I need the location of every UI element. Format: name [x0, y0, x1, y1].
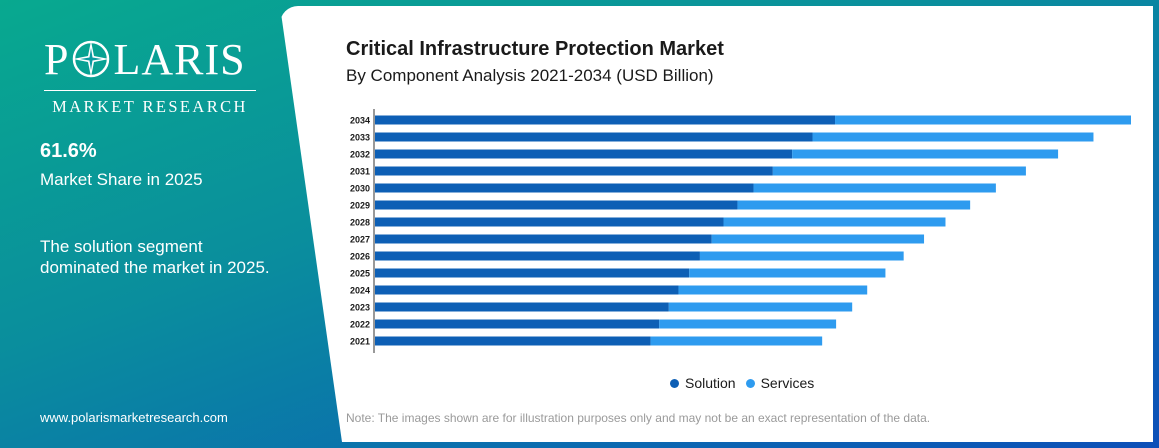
- y-tick-label: 2021: [350, 337, 370, 347]
- bar-services-2026: [699, 251, 904, 261]
- bar-services-2027: [711, 234, 925, 244]
- y-tick-label: 2023: [350, 303, 370, 313]
- y-tick-label: 2028: [350, 218, 370, 228]
- bar-solution-2027: [375, 234, 712, 244]
- bar-services-2032: [792, 149, 1059, 159]
- bar-services-2031: [772, 166, 1026, 176]
- bar-services-2025: [689, 268, 886, 278]
- y-tick-label: 2022: [350, 320, 370, 330]
- bar-services-2024: [678, 285, 868, 295]
- bar-solution-2026: [375, 251, 700, 261]
- bar-services-2022: [659, 319, 837, 329]
- logo-letter: P: [44, 34, 70, 84]
- chart-legend: Solution Services: [670, 375, 824, 391]
- y-tick-label: 2024: [350, 286, 370, 296]
- bar-solution-2024: [375, 285, 679, 295]
- legend-item-services: Services: [745, 375, 815, 391]
- bar-solution-2029: [375, 200, 738, 210]
- y-tick-label: 2033: [350, 133, 370, 143]
- chart-title: Critical Infrastructure Protection Marke…: [346, 38, 724, 60]
- y-tick-label: 2031: [350, 167, 370, 177]
- compass-star-icon: [73, 40, 110, 78]
- market-share-label: Market Share in 2025: [40, 170, 203, 189]
- chart-subtitle: By Component Analysis 2021-2034 (USD Bil…: [346, 66, 714, 85]
- logo-divider: [44, 90, 256, 91]
- bar-solution-2030: [375, 183, 754, 193]
- y-tick-label: 2034: [350, 116, 370, 126]
- legend-label-services: Services: [760, 375, 815, 391]
- y-tick-label: 2025: [350, 269, 370, 279]
- y-tick-label: 2027: [350, 235, 370, 245]
- legend-marker-services: [745, 378, 755, 388]
- company-logo: P LARIS MARKET RESEARCH: [44, 34, 259, 117]
- disclaimer-note: Note: The images shown are for illustrat…: [346, 411, 931, 425]
- bar-services-2021: [650, 336, 823, 346]
- bar-services-2034: [835, 115, 1131, 125]
- bar-services-2033: [812, 132, 1094, 142]
- segment-description: The solution segment dominated the marke…: [40, 237, 270, 277]
- bar-services-2028: [723, 217, 946, 227]
- market-share-value: 61.6%: [40, 140, 97, 162]
- y-tick-label: 2026: [350, 252, 370, 262]
- bar-solution-2025: [375, 268, 690, 278]
- bar-solution-2031: [375, 166, 773, 176]
- bar-solution-2021: [375, 336, 651, 346]
- bar-services-2023: [668, 302, 853, 312]
- legend-label-solution: Solution: [685, 375, 736, 391]
- y-tick-label: 2032: [350, 150, 370, 160]
- bar-solution-2028: [375, 217, 724, 227]
- bar-solution-2034: [375, 115, 836, 125]
- logo-letters: LARIS: [113, 34, 246, 84]
- bar-solution-2032: [375, 149, 793, 159]
- legend-item-solution: Solution: [670, 375, 736, 391]
- bar-chart: 2034 2033 2032 2031 2030 2029 2028 2027 2026 2025…: [350, 109, 1131, 353]
- bar-services-2029: [737, 200, 971, 210]
- bar-services-2030: [753, 183, 996, 193]
- bar-solution-2023: [375, 302, 669, 312]
- bar-solution-2033: [375, 132, 813, 142]
- logo-wordmark: P LARIS: [44, 34, 259, 84]
- legend-marker-solution: [670, 378, 679, 388]
- website-link[interactable]: www.polarismarketresearch.com: [40, 410, 228, 425]
- y-tick-label: 2029: [350, 201, 370, 211]
- logo-tagline: MARKET RESEARCH: [52, 97, 248, 116]
- y-tick-label: 2030: [350, 184, 370, 194]
- bar-solution-2022: [375, 319, 660, 329]
